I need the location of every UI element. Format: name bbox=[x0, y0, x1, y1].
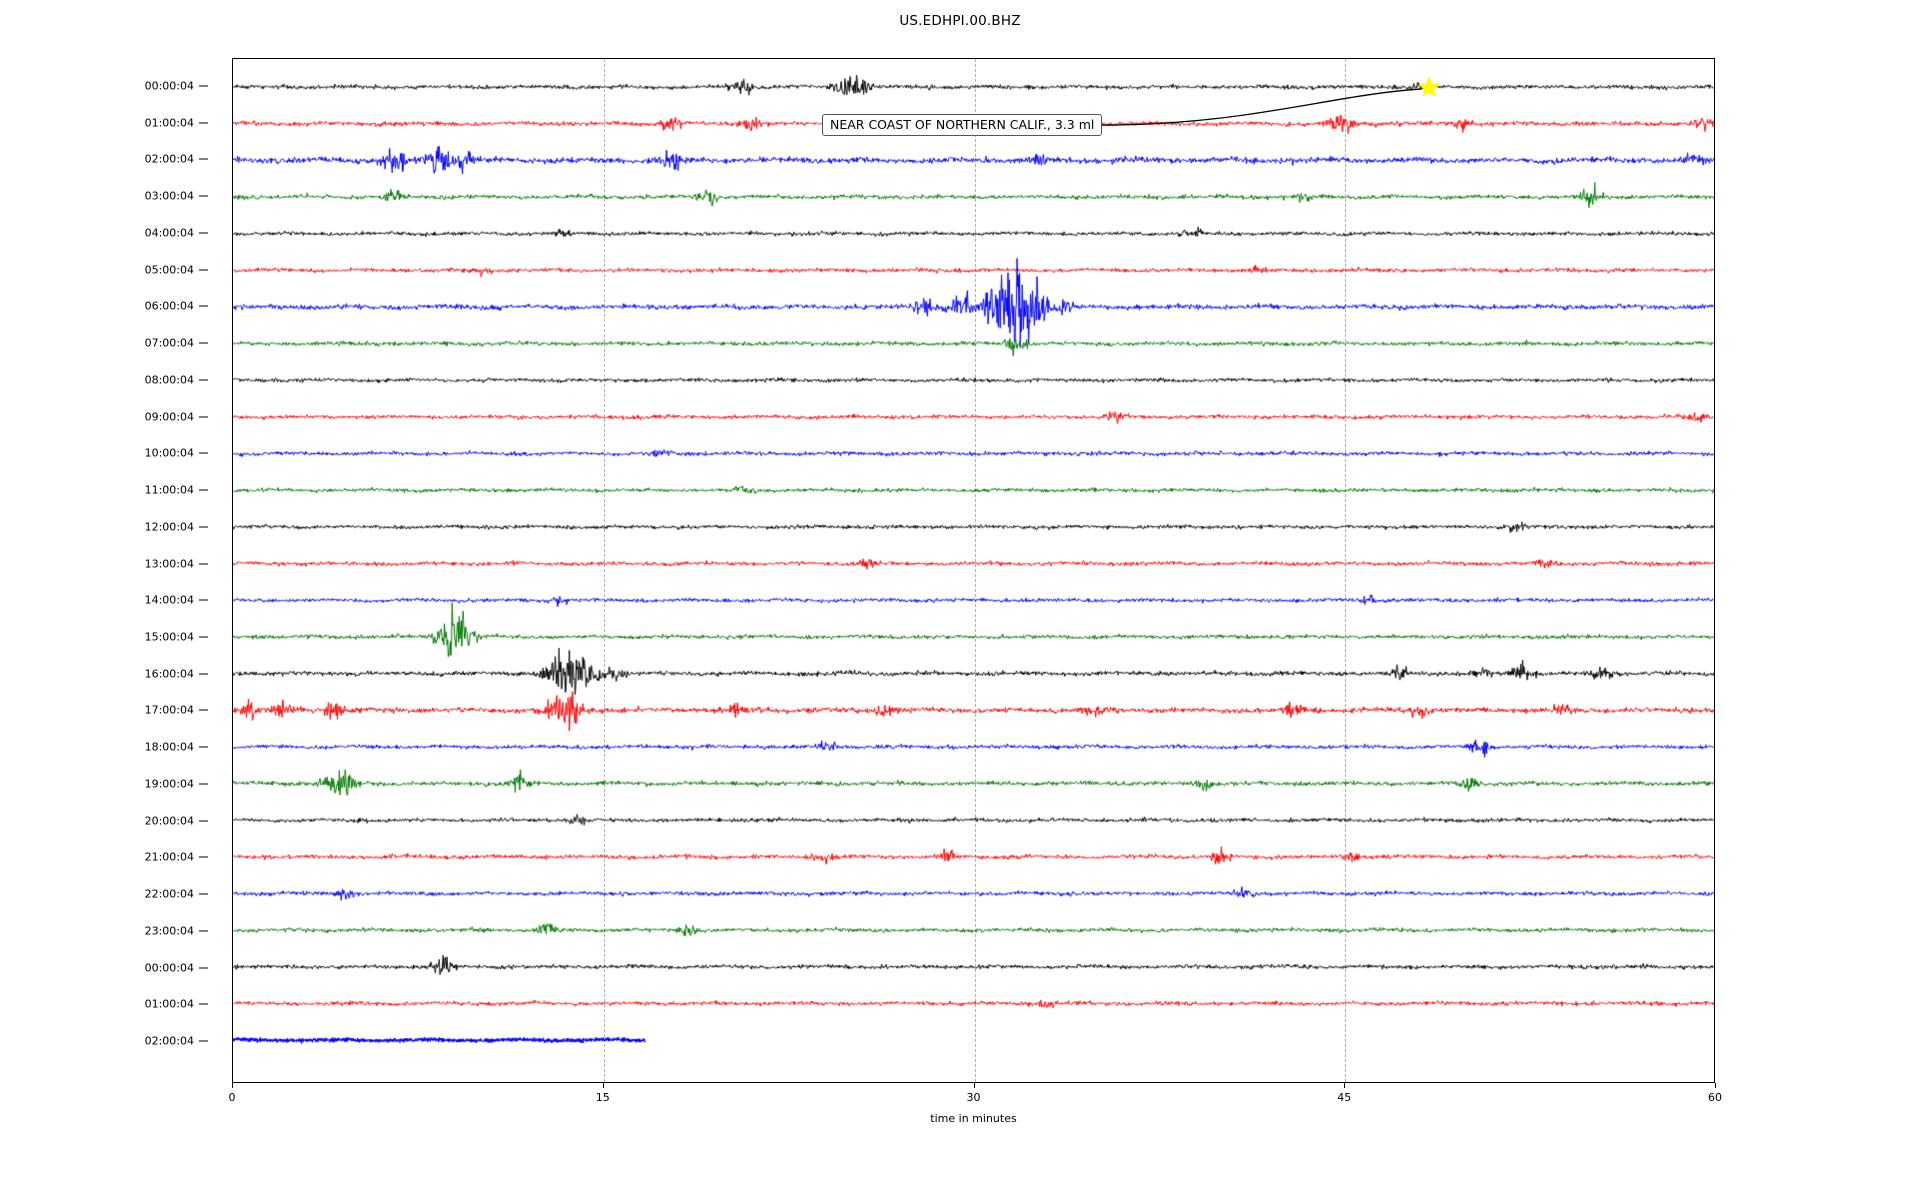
y-tick-mark bbox=[199, 856, 208, 858]
y-tick-mark bbox=[199, 893, 208, 895]
y-tick-mark bbox=[199, 379, 208, 381]
y-tick-mark bbox=[199, 967, 208, 969]
y-axis: 00:00:04 01:00:04 02:00:04 03:00:04 04:00:04… bbox=[0, 58, 232, 1083]
y-tick-label: 00:00:04 bbox=[144, 79, 194, 93]
y-tick-label: 01:00:04 bbox=[144, 116, 194, 130]
plot-area: NEAR COAST OF NORTHERN CALIF., 3.3 ml bbox=[232, 58, 1715, 1083]
x-tick-label: 0 bbox=[228, 1091, 236, 1104]
x-tick-label: 45 bbox=[1337, 1091, 1352, 1104]
y-tick-mark bbox=[199, 526, 208, 528]
y-tick-label: 18:00:04 bbox=[144, 740, 194, 754]
y-tick-mark bbox=[199, 673, 208, 675]
y-tick-mark bbox=[199, 1040, 208, 1042]
y-tick-mark bbox=[199, 269, 208, 271]
x-axis: time in minutes 0 15 30 45 60 bbox=[228, 1083, 1722, 1143]
y-tick-mark bbox=[199, 452, 208, 454]
y-tick-label: 08:00:04 bbox=[144, 373, 194, 387]
seismogram-traces bbox=[233, 59, 1714, 1082]
x-tick-mark bbox=[973, 1083, 975, 1088]
y-tick-mark bbox=[199, 85, 208, 87]
event-annotation-label[interactable]: NEAR COAST OF NORTHERN CALIF., 3.3 ml bbox=[822, 113, 1103, 137]
x-tick-label: 30 bbox=[966, 1091, 981, 1104]
x-axis-label: time in minutes bbox=[930, 1112, 1017, 1125]
y-tick-label: 20:00:04 bbox=[144, 814, 194, 828]
y-tick-mark bbox=[199, 305, 208, 307]
y-tick-label: 10:00:04 bbox=[144, 446, 194, 460]
y-tick-label: 14:00:04 bbox=[144, 593, 194, 607]
annotation-leader-line bbox=[1100, 88, 1422, 126]
y-tick-label: 22:00:04 bbox=[144, 887, 194, 901]
y-tick-mark bbox=[199, 746, 208, 748]
x-tick-mark bbox=[602, 1083, 604, 1088]
y-tick-label: 07:00:04 bbox=[144, 336, 194, 350]
y-tick-label: 00:00:04 bbox=[144, 961, 194, 975]
y-tick-label: 13:00:04 bbox=[144, 557, 194, 570]
x-tick-label: 60 bbox=[1708, 1091, 1722, 1104]
y-tick-label: 23:00:04 bbox=[144, 924, 194, 938]
y-tick-mark bbox=[199, 820, 208, 822]
y-tick-mark bbox=[199, 599, 208, 601]
y-tick-label: 19:00:04 bbox=[144, 777, 194, 791]
y-tick-mark bbox=[199, 1003, 208, 1005]
y-tick-mark bbox=[199, 232, 208, 234]
y-tick-label: 21:00:04 bbox=[144, 850, 194, 864]
y-tick-label: 16:00:04 bbox=[144, 667, 194, 681]
y-tick-label: 02:00:04 bbox=[144, 1034, 194, 1048]
y-tick-mark bbox=[199, 563, 208, 564]
y-tick-label: 06:00:04 bbox=[144, 299, 194, 313]
y-tick-mark bbox=[199, 416, 208, 418]
page-title: US.EDHPI.00.BHZ bbox=[899, 13, 1021, 29]
y-tick-mark bbox=[199, 709, 208, 711]
y-tick-label: 17:00:04 bbox=[144, 703, 194, 717]
x-tick-mark bbox=[232, 1083, 233, 1088]
earthquake-star-icon bbox=[1418, 76, 1441, 97]
y-tick-label: 15:00:04 bbox=[144, 630, 194, 644]
y-tick-mark bbox=[199, 158, 208, 160]
y-tick-mark bbox=[199, 489, 208, 491]
x-tick-label: 15 bbox=[595, 1091, 610, 1104]
y-tick-label: 12:00:04 bbox=[144, 520, 194, 534]
y-tick-mark bbox=[199, 930, 208, 932]
y-tick-label: 02:00:04 bbox=[144, 152, 194, 166]
y-tick-label: 05:00:04 bbox=[144, 263, 194, 277]
y-tick-mark bbox=[199, 636, 208, 638]
y-tick-mark bbox=[199, 342, 208, 344]
y-tick-mark bbox=[199, 195, 208, 197]
y-tick-label: 04:00:04 bbox=[144, 226, 194, 240]
y-tick-label: 09:00:04 bbox=[144, 410, 194, 424]
y-tick-label: 01:00:04 bbox=[144, 997, 194, 1011]
y-tick-label: 11:00:04 bbox=[144, 483, 194, 497]
x-tick-mark bbox=[1715, 1083, 1716, 1088]
annotation-layer: NEAR COAST OF NORTHERN CALIF., 3.3 ml bbox=[233, 59, 1714, 1082]
y-tick-label: 03:00:04 bbox=[144, 189, 194, 203]
y-tick-mark bbox=[199, 783, 208, 785]
y-tick-mark bbox=[199, 122, 208, 124]
x-tick-mark bbox=[1344, 1083, 1346, 1088]
